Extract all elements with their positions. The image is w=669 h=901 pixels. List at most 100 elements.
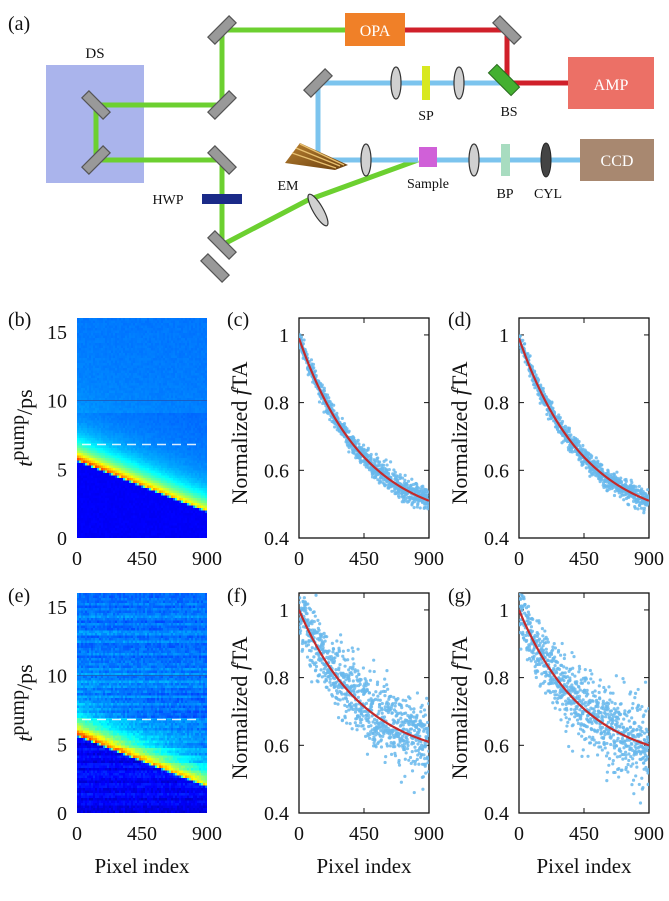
heatmap-cell bbox=[169, 333, 172, 337]
heatmap-cell bbox=[175, 380, 178, 384]
heatmap-cell bbox=[117, 433, 120, 437]
heatmap-cell bbox=[111, 375, 114, 379]
heatmap-cell bbox=[111, 463, 114, 467]
heatmap-cell bbox=[139, 500, 142, 504]
heatmap-cell bbox=[105, 398, 108, 402]
heatmap-cell bbox=[77, 420, 80, 424]
heatmap-cell bbox=[95, 338, 98, 342]
heatmap-cell bbox=[197, 455, 200, 459]
heatmap-cell bbox=[77, 400, 80, 404]
heatmap-cell bbox=[151, 425, 154, 429]
heatmap-cell bbox=[179, 345, 182, 349]
heatmap-cell bbox=[183, 500, 186, 504]
heatmap-cell bbox=[105, 423, 108, 427]
heatmap-cell bbox=[119, 480, 122, 484]
heatmap-cell bbox=[197, 468, 200, 472]
heatmap-cell bbox=[163, 335, 166, 339]
heatmap-cell bbox=[139, 348, 142, 352]
heatmap-cell bbox=[173, 378, 176, 382]
heatmap-cell bbox=[159, 340, 162, 344]
heatmap-cell bbox=[197, 428, 200, 432]
heatmap-cell bbox=[87, 358, 90, 362]
heatmap-cell bbox=[107, 353, 110, 357]
lens bbox=[468, 143, 480, 177]
heatmap-cell bbox=[107, 355, 110, 359]
heatmap-cell bbox=[93, 398, 96, 402]
heatmap-cell bbox=[97, 330, 100, 334]
heatmap-cell bbox=[151, 420, 154, 424]
heatmap-cell bbox=[107, 338, 110, 342]
heatmap-cell bbox=[103, 345, 106, 349]
heatmap-cell bbox=[89, 338, 92, 342]
heatmap-cell bbox=[185, 490, 188, 494]
heatmap-cell bbox=[163, 478, 166, 482]
heatmap-cell bbox=[153, 343, 156, 347]
heatmap-cell bbox=[79, 445, 82, 449]
heatmap-cell bbox=[81, 413, 84, 417]
heatmap-cell bbox=[173, 345, 176, 349]
heatmap-cell bbox=[81, 428, 84, 432]
heatmap-cell bbox=[165, 393, 168, 397]
heatmap-cell bbox=[203, 398, 206, 402]
heatmap-cell bbox=[125, 458, 128, 462]
cylindrical-lens bbox=[540, 142, 552, 178]
heatmap-cell bbox=[113, 495, 116, 499]
heatmap-cell bbox=[127, 375, 130, 379]
heatmap-cell bbox=[117, 480, 120, 484]
heatmap-cell bbox=[189, 410, 192, 414]
heatmap-cell bbox=[81, 405, 84, 409]
heatmap-cell bbox=[109, 335, 112, 339]
heatmap-cell bbox=[103, 488, 106, 492]
heatmap-cell bbox=[91, 480, 94, 484]
heatmap-cell bbox=[175, 343, 178, 347]
heatmap-cell bbox=[153, 348, 156, 352]
heatmap-cell bbox=[135, 448, 138, 452]
heatmap-cell bbox=[167, 435, 170, 439]
heatmap-cell bbox=[83, 338, 86, 342]
heatmap-cell bbox=[165, 325, 168, 329]
heatmap-cell bbox=[205, 333, 207, 337]
heatmap-cell bbox=[121, 450, 124, 454]
heatmap-cell bbox=[91, 408, 94, 412]
heatmap-cell bbox=[77, 423, 80, 427]
heatmap-cell bbox=[111, 335, 114, 339]
heatmap-cell bbox=[87, 365, 90, 369]
heatmap-cell bbox=[139, 403, 142, 407]
heatmap-cell bbox=[83, 450, 86, 454]
heatmap-cell bbox=[103, 440, 106, 444]
heatmap-cell bbox=[89, 378, 92, 382]
heatmap-cell bbox=[131, 428, 134, 432]
heatmap-cell bbox=[171, 488, 174, 492]
heatmap-cell bbox=[151, 410, 154, 414]
heatmap-cell bbox=[195, 395, 198, 399]
heatmap-cell bbox=[163, 485, 166, 489]
heatmap-cell bbox=[85, 323, 88, 327]
heatmap-cell bbox=[161, 385, 164, 389]
heatmap-cell bbox=[189, 393, 192, 397]
heatmap-cell bbox=[95, 378, 98, 382]
heatmap-cell bbox=[199, 433, 202, 437]
heatmap-cell bbox=[127, 500, 130, 504]
heatmap-cell bbox=[143, 320, 146, 324]
heatmap-cell bbox=[187, 378, 190, 382]
heatmap-cell bbox=[161, 398, 164, 402]
heatmap-cell bbox=[83, 325, 86, 329]
heatmap-cell bbox=[189, 358, 192, 362]
heatmap-cell bbox=[161, 423, 164, 427]
heatmap-cell bbox=[161, 345, 164, 349]
heatmap-cell bbox=[205, 478, 207, 482]
heatmap-cell bbox=[109, 323, 112, 327]
heatmap-cell bbox=[167, 400, 170, 404]
heatmap-cell bbox=[185, 493, 188, 497]
heatmap-cell bbox=[153, 355, 156, 359]
heatmap-cell bbox=[159, 385, 162, 389]
heatmap-cell bbox=[199, 343, 202, 347]
heatmap-cell bbox=[141, 448, 144, 452]
heatmap-cell bbox=[113, 465, 116, 469]
heatmap-cell bbox=[187, 393, 190, 397]
heatmap-cell bbox=[139, 468, 142, 472]
heatmap-cell bbox=[179, 343, 182, 347]
heatmap-cell bbox=[129, 460, 132, 464]
heatmap-cell bbox=[159, 473, 162, 477]
heatmap-cell bbox=[165, 473, 168, 477]
